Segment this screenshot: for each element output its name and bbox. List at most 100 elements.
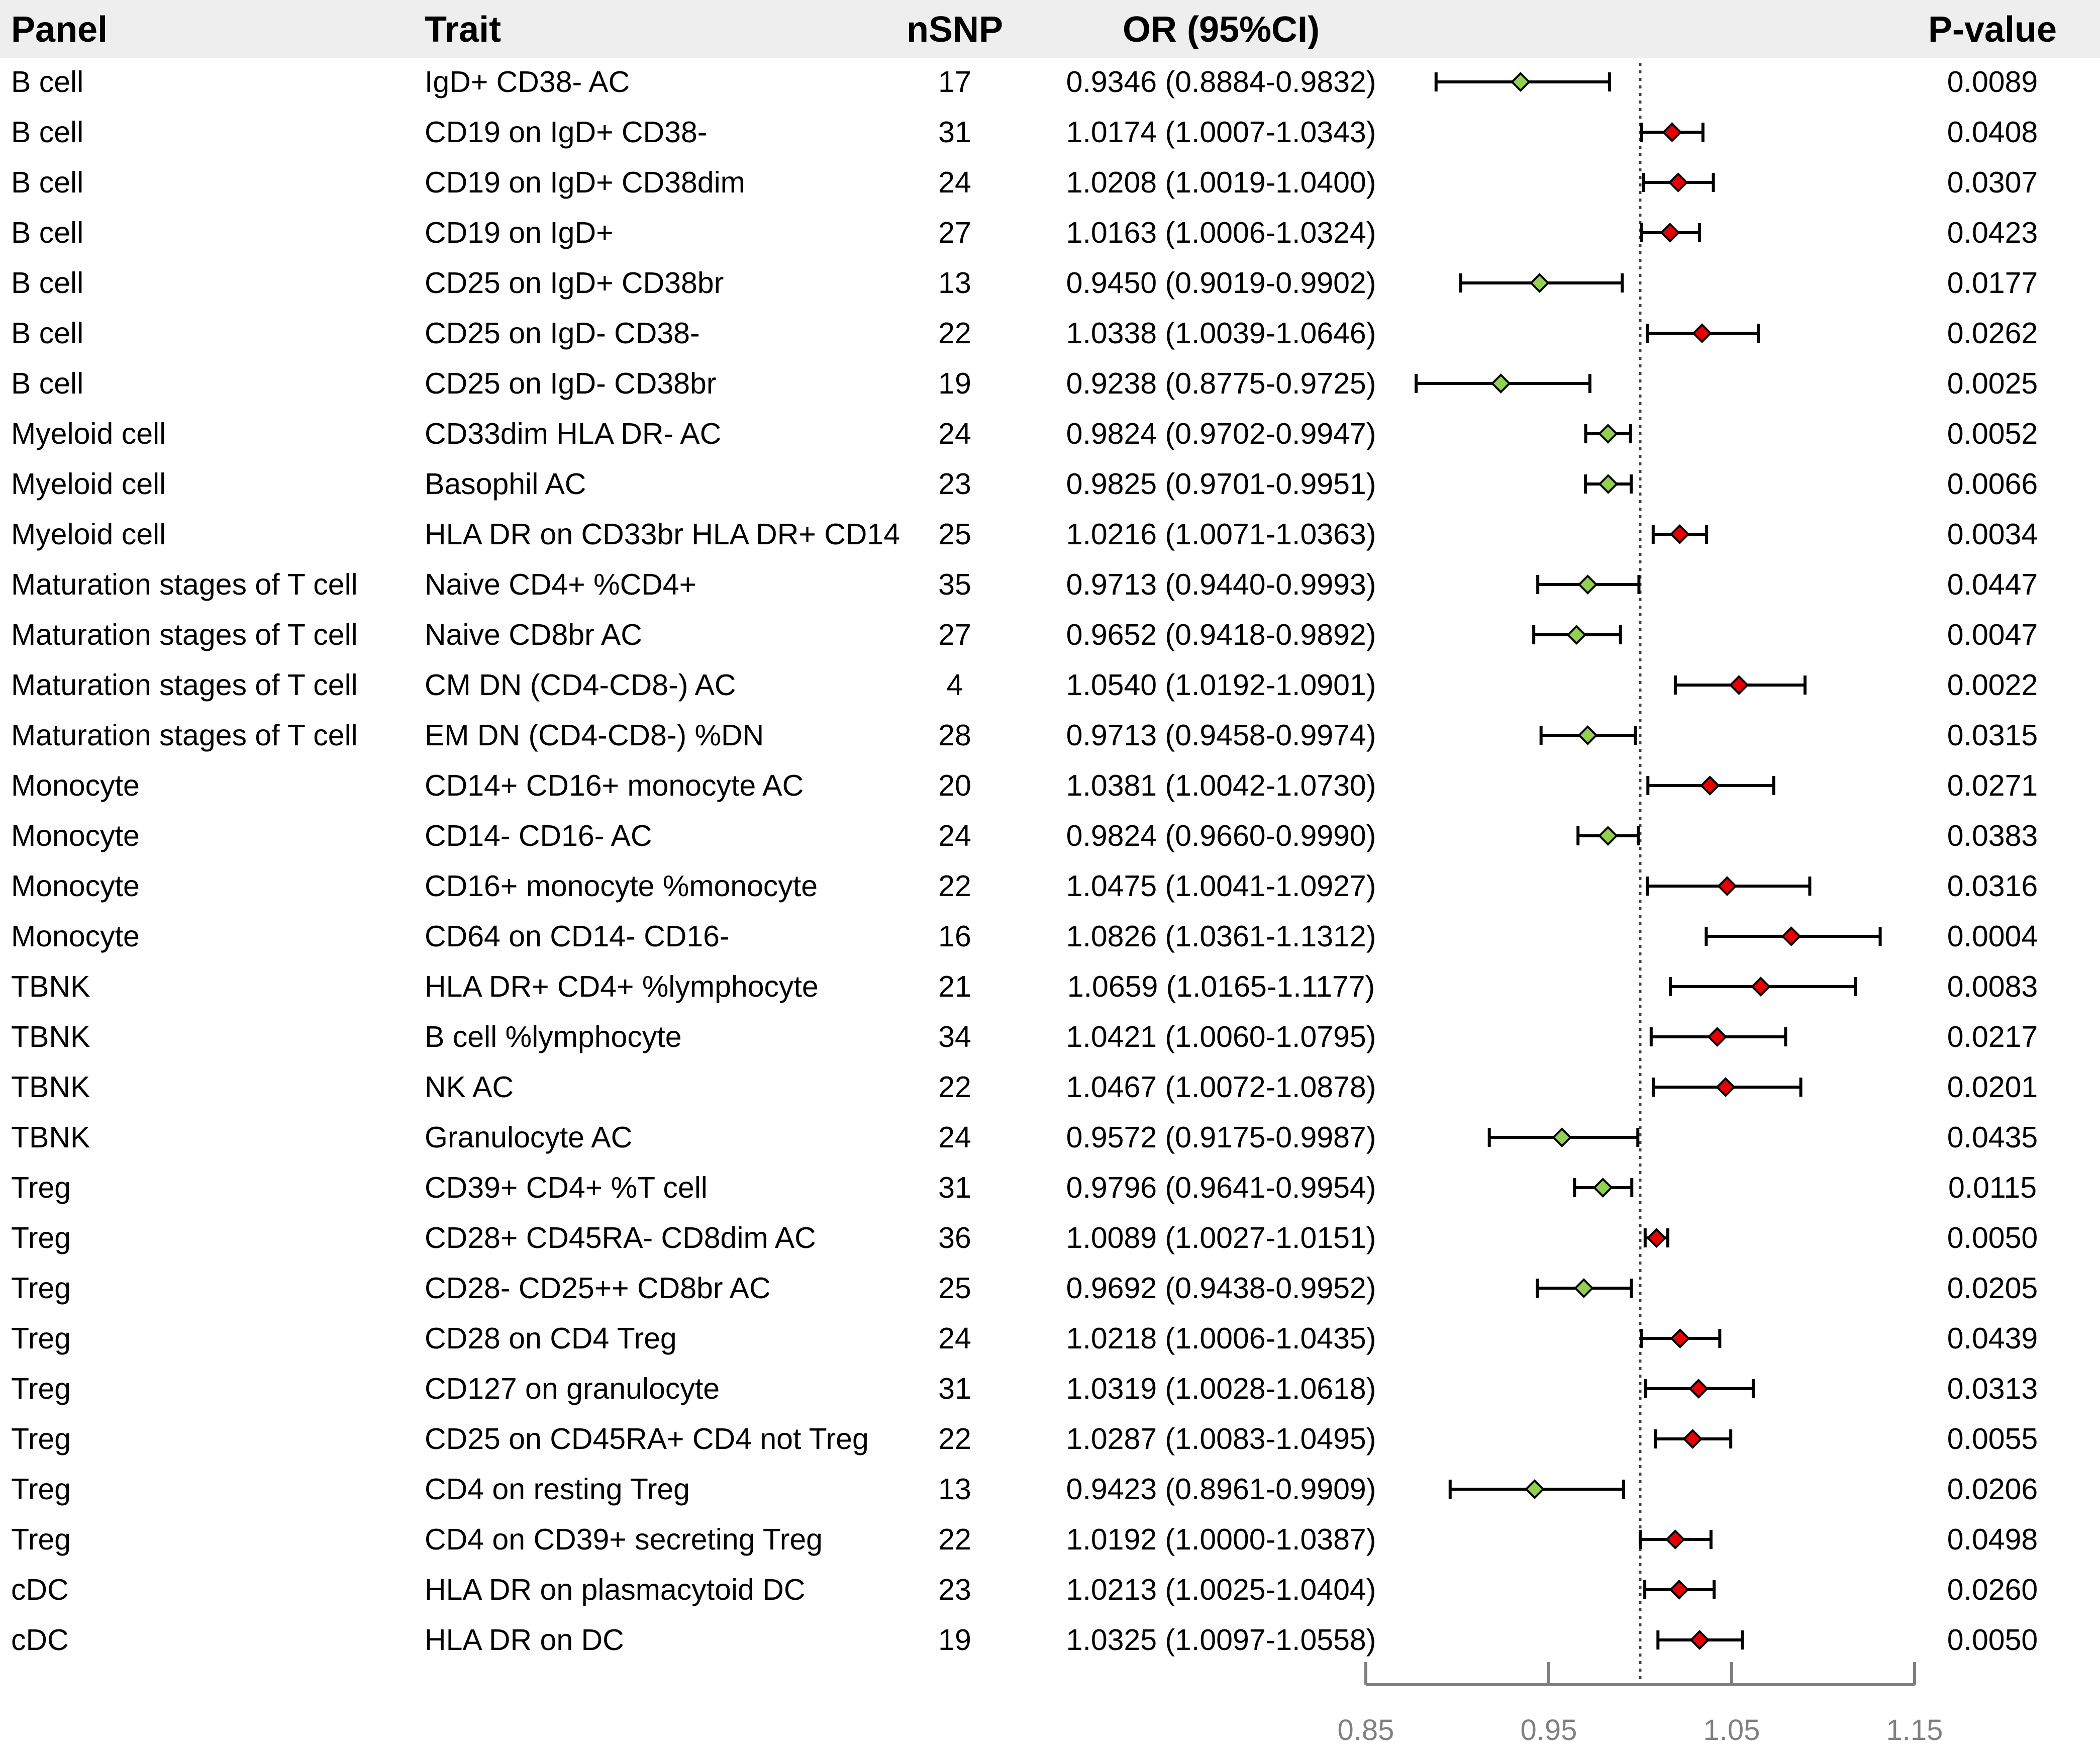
row-pvalue: 0.0260 (1947, 1573, 2038, 1606)
row-panel: cDC (11, 1573, 69, 1606)
x-tick-label: 1.15 (1886, 1714, 1943, 1744)
or-point-marker (1670, 1328, 1690, 1348)
row-nsnp: 19 (938, 1623, 971, 1657)
row-nsnp: 25 (938, 518, 971, 551)
header-or: OR (95%CI) (1122, 10, 1320, 50)
row-panel: B cell (11, 367, 84, 400)
row-trait: CD14+ CD16+ monocyte AC (425, 769, 804, 802)
or-point-marker (1511, 72, 1531, 92)
row-pvalue: 0.0034 (1947, 518, 2038, 551)
row-panel: Treg (11, 1473, 71, 1506)
row-trait: CD19 on IgD+ (425, 216, 614, 249)
row-panel: Maturation stages of T cell (11, 568, 358, 601)
row-or-ci: 0.9238 (0.8775-0.9725) (1066, 367, 1376, 400)
row-nsnp: 22 (938, 1523, 971, 1556)
row-panel: Treg (11, 1372, 71, 1405)
row-panel: TBNK (11, 1020, 90, 1053)
row-pvalue: 0.0089 (1947, 65, 2038, 99)
row-pvalue: 0.0050 (1947, 1623, 2038, 1657)
row-or-ci: 0.9423 (0.8961-0.9909) (1066, 1473, 1376, 1506)
row-nsnp: 25 (938, 1272, 971, 1305)
row-nsnp: 16 (938, 920, 971, 953)
row-nsnp: 24 (938, 166, 971, 199)
row-or-ci: 1.0192 (1.0000-1.0387) (1066, 1523, 1376, 1556)
or-point-marker (1592, 1178, 1613, 1198)
row-nsnp: 17 (938, 65, 971, 99)
row-panel: Treg (11, 1171, 71, 1204)
row-or-ci: 0.9824 (0.9660-0.9990) (1066, 819, 1376, 852)
row-trait: CD4 on CD39+ secreting Treg (425, 1523, 823, 1556)
or-point-marker (1717, 876, 1737, 896)
row-or-ci: 0.9824 (0.9702-0.9947) (1066, 417, 1376, 450)
row-nsnp: 24 (938, 1121, 971, 1154)
row-panel: B cell (11, 317, 84, 350)
or-point-marker (1574, 1278, 1594, 1298)
or-point-marker (1665, 1529, 1685, 1549)
row-panel: Maturation stages of T cell (11, 618, 358, 651)
row-trait: Naive CD4+ %CD4+ (425, 568, 697, 601)
row-pvalue: 0.0262 (1947, 317, 2038, 350)
row-panel: Treg (11, 1272, 71, 1305)
row-pvalue: 0.0316 (1947, 869, 2038, 903)
row-trait: CD14- CD16- AC (425, 819, 652, 852)
row-panel: cDC (11, 1623, 69, 1657)
row-nsnp: 4 (946, 668, 963, 702)
or-point-marker (1751, 977, 1771, 997)
row-trait: Basophil AC (425, 467, 586, 501)
row-pvalue: 0.0025 (1947, 367, 2038, 400)
row-trait: Granulocyte AC (425, 1121, 633, 1154)
row-nsnp: 20 (938, 769, 971, 802)
or-point-marker (1566, 625, 1587, 645)
row-panel: Treg (11, 1221, 71, 1254)
row-nsnp: 31 (938, 1372, 971, 1405)
row-trait: CD4 on resting Treg (425, 1473, 690, 1506)
or-point-marker (1552, 1127, 1572, 1147)
or-point-marker (1699, 776, 1720, 796)
row-pvalue: 0.0439 (1947, 1322, 2038, 1355)
row-or-ci: 1.0421 (1.0060-1.0795) (1066, 1020, 1376, 1053)
row-trait: HLA DR on DC (425, 1623, 624, 1657)
or-point-marker (1689, 1630, 1710, 1650)
row-nsnp: 22 (938, 317, 971, 350)
or-point-marker (1577, 725, 1598, 745)
row-nsnp: 19 (938, 367, 971, 400)
row-nsnp: 31 (938, 1171, 971, 1204)
row-pvalue: 0.0307 (1947, 166, 2038, 199)
row-panel: Myeloid cell (11, 417, 166, 450)
or-point-marker (1669, 1580, 1689, 1600)
row-trait: HLA DR+ CD4+ %lymphocyte (425, 970, 819, 1003)
x-tick-label: 0.85 (1338, 1714, 1394, 1744)
row-pvalue: 0.0271 (1947, 769, 2038, 802)
row-or-ci: 0.9825 (0.9701-0.9951) (1066, 467, 1376, 501)
row-panel: B cell (11, 216, 84, 249)
row-panel: Monocyte (11, 920, 140, 953)
row-panel: Myeloid cell (11, 518, 166, 551)
row-panel: Treg (11, 1322, 71, 1355)
row-pvalue: 0.0205 (1947, 1272, 2038, 1305)
row-or-ci: 1.0659 (1.0165-1.1177) (1067, 970, 1375, 1003)
header-panel: Panel (11, 10, 108, 50)
row-panel: Monocyte (11, 769, 140, 802)
header-nsnp: nSNP (906, 10, 1004, 50)
row-pvalue: 0.0315 (1947, 719, 2038, 752)
row-nsnp: 23 (938, 467, 971, 501)
or-point-marker (1682, 1429, 1703, 1449)
x-tick-label: 0.95 (1521, 1714, 1577, 1744)
x-tick-label: 1.05 (1704, 1714, 1760, 1744)
row-trait: CD33dim HLA DR- AC (425, 417, 722, 450)
row-pvalue: 0.0313 (1947, 1372, 2038, 1405)
row-panel: Maturation stages of T cell (11, 668, 358, 702)
row-or-ci: 1.0381 (1.0042-1.0730) (1066, 769, 1376, 802)
row-nsnp: 13 (938, 1473, 971, 1506)
row-or-ci: 1.0089 (1.0027-1.0151) (1066, 1221, 1376, 1254)
row-nsnp: 24 (938, 417, 971, 450)
row-or-ci: 1.0208 (1.0019-1.0400) (1066, 166, 1376, 199)
row-panel: TBNK (11, 970, 90, 1003)
row-or-ci: 0.9692 (0.9438-0.9952) (1066, 1272, 1376, 1305)
row-pvalue: 0.0177 (1947, 266, 2038, 300)
row-pvalue: 0.0004 (1947, 920, 2038, 953)
row-trait: CD25 on CD45RA+ CD4 not Treg (425, 1422, 869, 1456)
or-point-marker (1781, 926, 1802, 946)
row-or-ci: 1.0338 (1.0039-1.0646) (1066, 317, 1376, 350)
